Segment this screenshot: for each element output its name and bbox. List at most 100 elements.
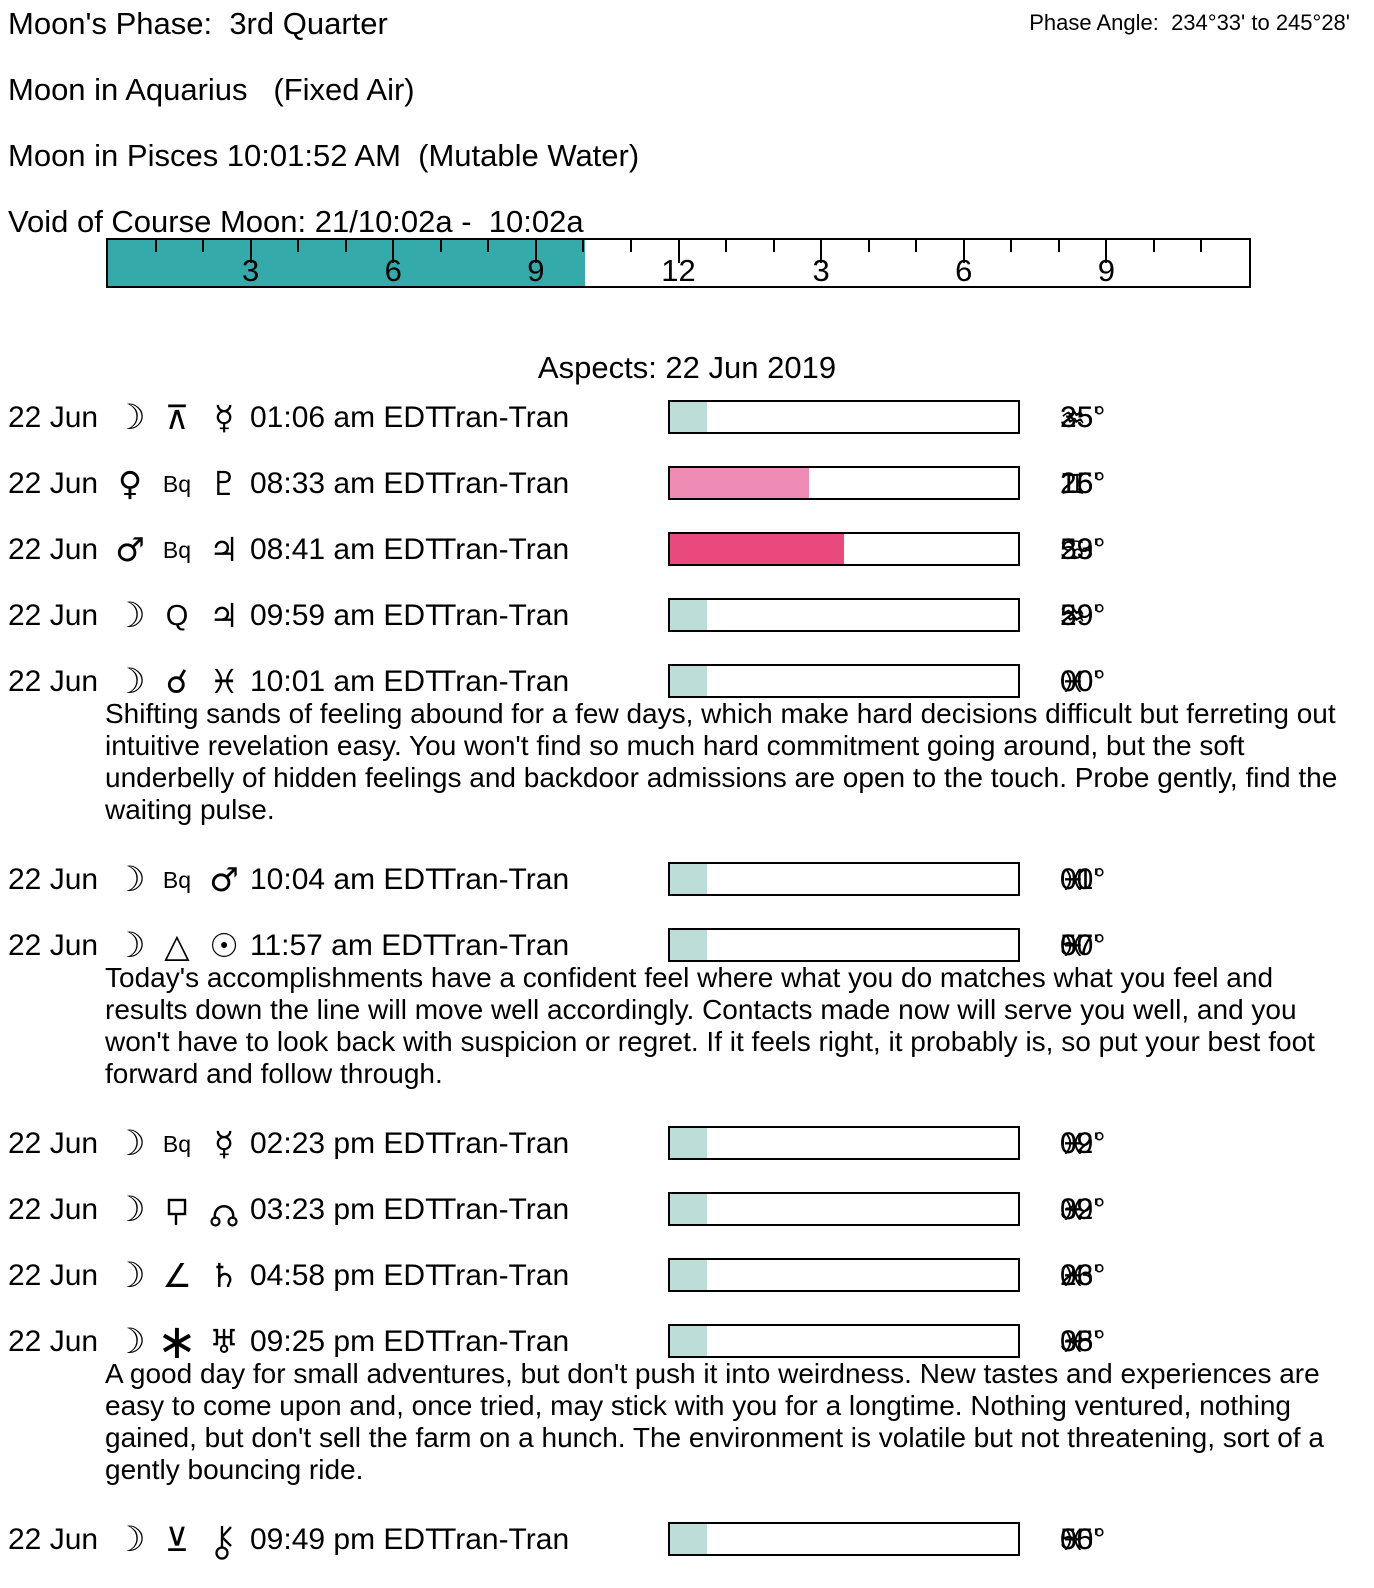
aspect-date: 22 Jun: [8, 665, 99, 698]
minute-text: 25': [1060, 467, 1100, 500]
aspect-type: Tran-Tran: [438, 863, 570, 896]
orb-bar-fill: [670, 1524, 707, 1554]
aspect-type: Tran-Tran: [438, 467, 570, 500]
hour-tick: [154, 240, 157, 252]
aspect-time: 11:57 am EDT: [250, 929, 442, 962]
orb-bar: [668, 532, 1020, 566]
hour-tick: [534, 240, 537, 263]
moon-icon: ☽: [114, 860, 146, 900]
degree-text: 03°: [1060, 1259, 1106, 1292]
moon-icon: ☽: [114, 398, 146, 438]
moon-icon: ☽: [114, 1322, 146, 1362]
hour-label: 3: [812, 253, 830, 288]
aspect-date: 22 Jun: [8, 467, 99, 500]
orb-bar: [668, 1126, 1020, 1160]
minute-text: 09': [1060, 1127, 1100, 1160]
orb-bar-fill: [670, 600, 707, 630]
orb-bar-fill: [670, 930, 707, 960]
minute-text: 35': [1060, 401, 1100, 434]
hour-tick: [629, 240, 632, 252]
minute-text: 00': [1060, 665, 1100, 698]
aspect-type: Tran-Tran: [438, 1259, 570, 1292]
moon-icon: ☽: [114, 1190, 146, 1230]
aquarius-sign-icon: ♒: [1060, 401, 1086, 435]
aspect-date: 22 Jun: [8, 599, 99, 632]
hour-tick: [297, 240, 300, 252]
orb-bar: [668, 1324, 1020, 1358]
aspect-date: 22 Jun: [8, 929, 99, 962]
hour-tick: [392, 240, 395, 263]
void-of-course-timeline: 3 6 9 12 3 6 9: [106, 238, 1251, 288]
aspect-time: 01:06 am EDT: [250, 401, 444, 434]
aspect-type: Tran-Tran: [438, 1193, 570, 1226]
orb-bar-fill: [670, 402, 707, 432]
pluto-icon: ♇: [209, 464, 239, 503]
aspect-type: Tran-Tran: [438, 1127, 570, 1160]
sun-icon: ☉: [209, 926, 239, 965]
orb-bar: [668, 1258, 1020, 1292]
hour-tick: [439, 240, 442, 252]
aspect-date: 22 Jun: [8, 1259, 99, 1292]
hour-label: 12: [661, 253, 696, 288]
orb-bar-fill: [670, 1194, 707, 1224]
orb-bar-fill: [670, 1128, 707, 1158]
pisces-sign-icon: ♓: [209, 662, 239, 701]
aspect-time: 04:58 pm EDT: [250, 1259, 444, 1292]
orb-bar: [668, 862, 1020, 896]
sextile-icon: ∗: [156, 1314, 198, 1370]
aspect-row: 22 Jun ☽ △ ☉ 11:57 am EDT Tran-Tran 00° ♓ 57': [0, 926, 1374, 965]
orb-bar-fill: [670, 1326, 707, 1356]
aquarius-sign-icon: ♒: [1060, 599, 1086, 633]
degree-text: 00°: [1060, 863, 1106, 896]
trine-icon: △: [164, 926, 190, 965]
aspect-row: 22 Jun ☽ ∠ ♄ 04:58 pm EDT Tran-Tran 03° ♓ 26': [0, 1258, 1374, 1295]
jupiter-icon: ♃: [209, 530, 239, 569]
hour-tick: [677, 240, 680, 263]
hour-tick: [1105, 240, 1108, 263]
aspect-note: A good day for small adventures, but don…: [105, 1358, 1324, 1485]
jupiter-icon: ♃: [209, 596, 239, 635]
pisces-sign-icon: ♓: [1060, 1127, 1086, 1161]
cancer-sign-icon: ♋: [1060, 533, 1086, 567]
hour-tick: [962, 240, 965, 263]
aspect-row: 22 Jun ☽ ☌ ♓ 10:01 am EDT Tran-Tran 00° ♓ 00': [0, 662, 1374, 701]
minute-text: 57': [1060, 929, 1100, 962]
quincunx-icon: ⊼: [164, 398, 190, 437]
aspect-date: 22 Jun: [8, 533, 99, 566]
aspect-date: 22 Jun: [8, 401, 99, 434]
hour-tick: [915, 240, 918, 252]
minute-text: 39': [1060, 1193, 1100, 1226]
aspect-type: Tran-Tran: [438, 1325, 570, 1358]
aspect-date: 22 Jun: [8, 1325, 99, 1358]
aspect-date: 22 Jun: [8, 863, 99, 896]
phase-angle-line: Phase Angle: 234°33' to 245°28': [1029, 10, 1350, 35]
orb-bar-fill: [670, 1260, 707, 1290]
hour-label: 3: [242, 253, 260, 288]
venus-icon: ♀: [117, 464, 143, 503]
chiron-icon: [200, 1522, 248, 1560]
pisces-sign-icon: ♓: [1060, 1259, 1086, 1293]
hour-label: 6: [955, 253, 973, 288]
orb-bar-fill: [670, 864, 707, 894]
sesquiquadrate-icon: [152, 1192, 202, 1228]
degree-text: 25°: [1060, 401, 1106, 434]
hour-tick: [772, 240, 775, 252]
pisces-sign-icon: ♓: [1060, 1325, 1086, 1359]
orb-bar: [668, 664, 1020, 698]
aspect-time: 09:59 am EDT: [250, 599, 444, 632]
pisces-sign-icon: ♓: [1060, 1193, 1086, 1227]
pisces-sign-icon: ♓: [1060, 665, 1086, 699]
mars-icon: ♂: [209, 860, 239, 899]
moon-in-aquarius-line: Moon in Aquarius (Fixed Air): [8, 72, 415, 107]
aspect-type: Tran-Tran: [438, 665, 570, 698]
aspect-time: 02:23 pm EDT: [250, 1127, 444, 1160]
hour-tick: [1200, 240, 1203, 252]
minute-text: 26': [1060, 1259, 1100, 1292]
hour-tick: [249, 240, 252, 263]
biquintile-icon: Bq: [162, 867, 192, 893]
aspect-row: 22 Jun ☽ ∗ ♅ 09:25 pm EDT Tran-Tran 05° ♓ 38': [0, 1314, 1374, 1370]
moon-icon: ☽: [114, 1520, 146, 1560]
orb-bar: [668, 400, 1020, 434]
orb-bar: [668, 466, 1020, 500]
minute-text: 50': [1060, 1523, 1100, 1556]
